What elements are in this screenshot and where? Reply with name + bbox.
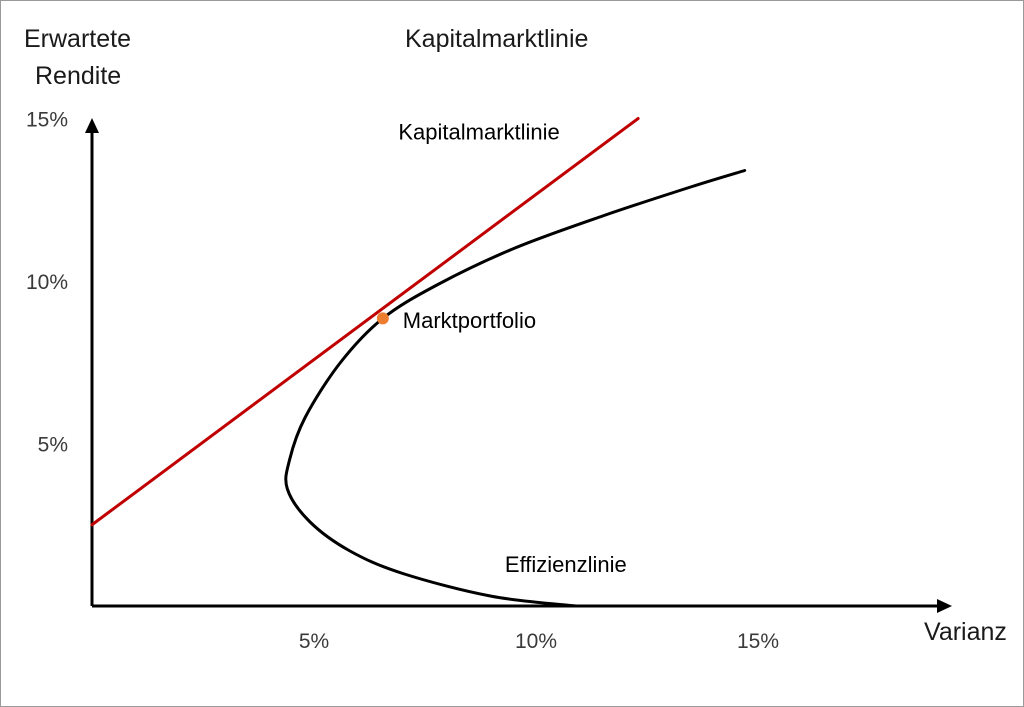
x-tick-label-10: 10% (515, 630, 557, 653)
chart-title: Kapitalmarktlinie (405, 25, 588, 53)
y-tick-label-10: 10% (26, 271, 68, 294)
annotation-marktportfolio: Marktportfolio (403, 308, 536, 333)
y-tick-label-5: 5% (38, 434, 68, 457)
annotations-group: Kapitalmarktlinie Marktportfolio Effizienz… (398, 120, 626, 577)
annotation-kapitalmarktlinie: Kapitalmarktlinie (398, 120, 559, 145)
annotation-effizienzlinie: Effizienzlinie (505, 552, 627, 577)
x-tick-label-15: 15% (737, 630, 779, 653)
y-axis-title-line-2: Rendite (35, 62, 121, 90)
tick-labels: 5% 10% 15% 5% 10% 15% (26, 109, 779, 654)
y-tick-label-15: 15% (26, 109, 68, 132)
y-axis-title-line-1: Erwartete (24, 25, 131, 53)
series-line-effizienzlinie (284, 169, 747, 608)
x-axis-title: Varianz (924, 618, 1007, 646)
axes (85, 118, 952, 613)
series-line-kapitalmarktlinie (90, 117, 640, 527)
points-group (376, 312, 389, 325)
point-marktportfolio (376, 312, 389, 325)
series-group (90, 117, 747, 608)
y-axis-arrowhead (85, 118, 99, 133)
x-tick-label-5: 5% (299, 630, 329, 653)
x-axis-arrowhead (937, 599, 952, 613)
